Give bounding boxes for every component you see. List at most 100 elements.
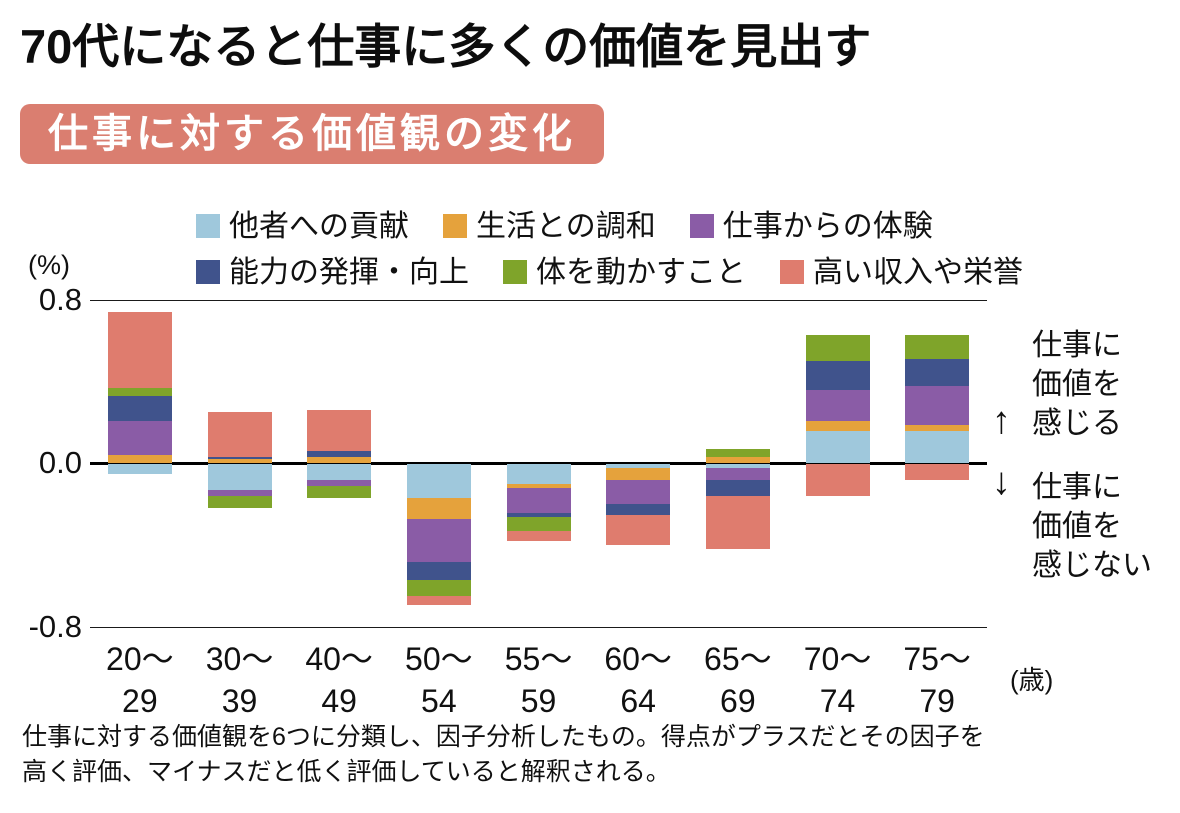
bar-segment xyxy=(307,457,372,464)
footnote: 仕事に対する価値観を6つに分類し、因子分析したもの。得点がプラスだとその因子を … xyxy=(22,720,985,790)
bar-segment xyxy=(805,430,870,464)
legend-row-2: 能力の発揮・向上 体を動かすこと 高い収入や栄誉 xyxy=(196,247,1057,291)
bar-segment xyxy=(506,516,571,531)
x-axis-label: 55〜 59 xyxy=(504,641,573,719)
bar-segment xyxy=(207,496,272,509)
bar-segment xyxy=(406,518,471,562)
legend-item: 高い収入や栄誉 xyxy=(780,247,1023,291)
legend-row-1: 他者への貢献 生活との調和 仕事からの体験 xyxy=(196,201,967,245)
bar-segment xyxy=(307,463,372,480)
bar-segment xyxy=(606,504,671,515)
bar-segment xyxy=(107,396,172,421)
bar-segment xyxy=(606,479,671,505)
gridline-top xyxy=(90,300,987,301)
bar-segment xyxy=(406,463,471,499)
x-axis-label: 50〜 54 xyxy=(405,641,473,719)
bar-segment xyxy=(406,596,471,605)
legend-label: 高い収入や栄誉 xyxy=(813,256,1023,289)
bar-segment xyxy=(107,387,172,397)
y-tick-label: 0.8 xyxy=(38,282,82,317)
bar-segment xyxy=(805,463,870,497)
bar-segment xyxy=(307,479,372,486)
page-title: 70代になると仕事に多くの価値を見出す xyxy=(20,20,872,73)
chart-subtitle-badge: 仕事に対する価値観の変化 xyxy=(20,104,604,164)
legend-swatch xyxy=(689,214,714,238)
plot-area xyxy=(90,300,987,628)
bar-segment xyxy=(905,424,970,431)
legend-swatch xyxy=(196,214,220,238)
annotation-line: 価値を xyxy=(1032,510,1122,543)
legend-item: 生活との調和 xyxy=(443,201,656,245)
y-tick-label: 0.0 xyxy=(38,445,82,480)
bar-segment xyxy=(107,312,172,388)
bar-segment xyxy=(905,359,970,386)
x-axis-unit-label: (歳) xyxy=(1010,665,1054,695)
legend-swatch xyxy=(443,214,467,238)
legend-label: 他者への貢献 xyxy=(229,210,409,243)
annotation-not-feel-value: 仕事に 価値を 感じない xyxy=(1032,468,1152,585)
legend-item: 仕事からの体験 xyxy=(689,201,933,245)
annotation-line: 価値を xyxy=(1032,368,1122,401)
bar-segment xyxy=(207,459,272,464)
x-axis-label: 70〜 74 xyxy=(803,641,872,719)
bar-segment xyxy=(406,580,471,597)
bar-segment xyxy=(506,483,571,488)
up-arrow-icon: ↑ xyxy=(992,400,1011,442)
bar-segment xyxy=(606,463,671,468)
annotation-feel-value: 仕事に 価値を 感じる xyxy=(1032,326,1122,443)
bar-segment xyxy=(805,361,870,390)
footnote-line: 仕事に対する価値観を6つに分類し、因子分析したもの。得点がプラスだとその因子を xyxy=(22,723,985,751)
bar-segment xyxy=(406,498,471,519)
bar-segment xyxy=(805,389,870,421)
x-axis-label: 75〜 79 xyxy=(903,641,971,719)
y-tick-label: -0.8 xyxy=(28,609,82,644)
x-axis-label: 65〜 69 xyxy=(704,641,772,719)
down-arrow-icon: ↓ xyxy=(992,461,1011,503)
bar-segment xyxy=(506,531,571,542)
bar-segment xyxy=(705,496,770,550)
bar-segment xyxy=(705,449,770,458)
bar-segment xyxy=(805,420,870,431)
bar-segment xyxy=(307,451,372,458)
gridline-bottom xyxy=(90,627,987,628)
legend-item: 他者への貢献 xyxy=(196,201,409,245)
bar-segment xyxy=(905,463,970,480)
bar-segment xyxy=(606,467,671,480)
bar-segment xyxy=(107,463,172,474)
bar-segment xyxy=(506,512,571,517)
bar-segment xyxy=(207,457,272,460)
bar-segment xyxy=(107,455,172,464)
legend-item: 体を動かすこと xyxy=(503,247,746,291)
bar-segment xyxy=(506,463,571,484)
y-axis-unit-label: (%) xyxy=(28,250,70,280)
annotation-line: 感じない xyxy=(1032,549,1152,582)
x-axis-label: 30〜 39 xyxy=(205,641,274,719)
bar-segment xyxy=(705,463,770,468)
x-axis-label: 40〜 49 xyxy=(305,641,373,719)
bar-segment xyxy=(905,334,970,360)
x-axis-label: 60〜 64 xyxy=(604,641,672,719)
bar-segment xyxy=(805,334,870,362)
legend-swatch xyxy=(503,260,527,284)
bar-segment xyxy=(905,430,970,464)
bar-segment xyxy=(905,385,970,425)
annotation-line: 感じる xyxy=(1032,407,1122,440)
legend-label: 能力の発揮・向上 xyxy=(229,256,469,289)
legend-swatch xyxy=(196,260,220,284)
bar-segment xyxy=(207,412,272,458)
x-axis-label: 20〜 29 xyxy=(106,641,174,719)
legend-label: 仕事からの体験 xyxy=(722,210,933,243)
bar-segment xyxy=(705,479,770,497)
legend-label: 体を動かすこと xyxy=(536,256,746,289)
annotation-line: 仕事に xyxy=(1032,329,1122,362)
legend-swatch xyxy=(780,260,804,284)
annotation-line: 仕事に xyxy=(1032,471,1122,504)
bar-segment xyxy=(705,467,770,480)
bar-segment xyxy=(107,420,172,456)
footnote-line: 高く評価、マイナスだと低く評価していると解釈される。 xyxy=(22,758,671,786)
bar-segment xyxy=(406,561,471,580)
bar-segment xyxy=(207,490,272,497)
bar-segment xyxy=(506,488,571,513)
bar-segment xyxy=(705,457,770,464)
